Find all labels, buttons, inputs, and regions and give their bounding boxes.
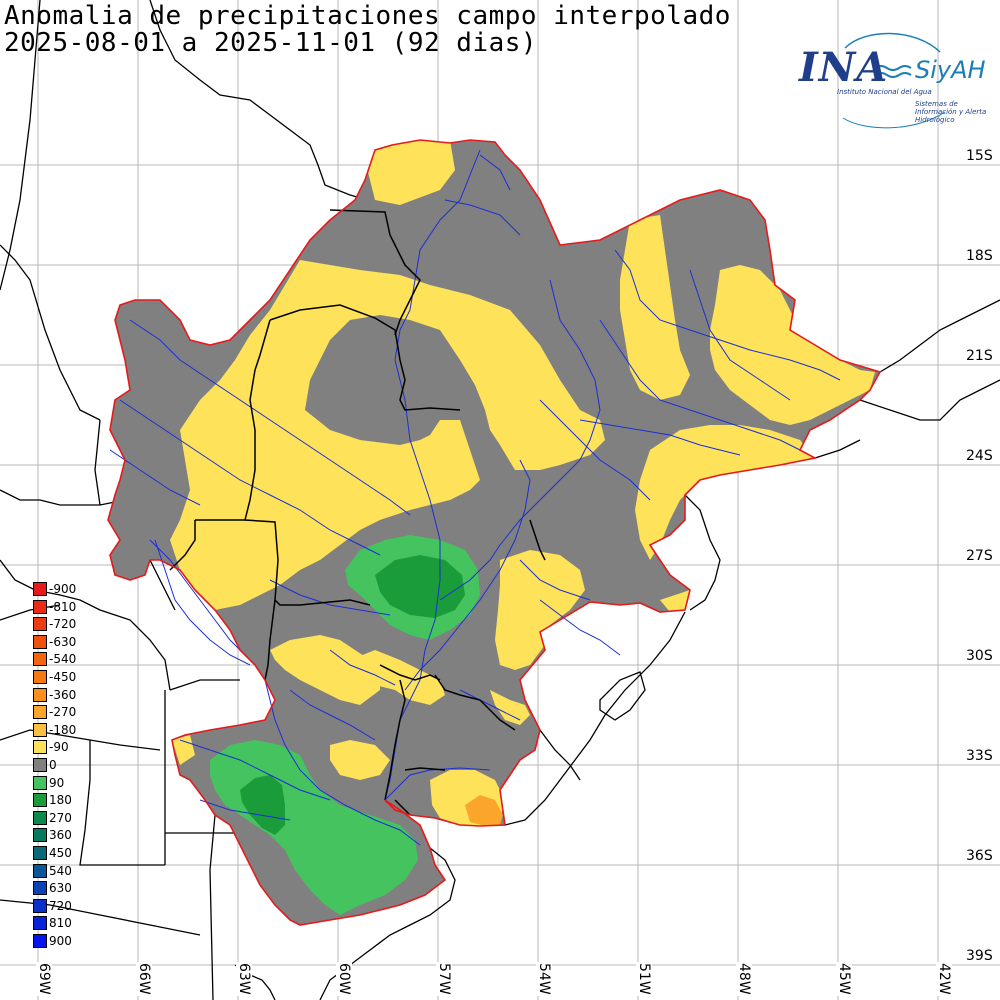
legend-label: -900 xyxy=(49,582,77,596)
lon-label: 51W xyxy=(636,962,652,996)
legend-item: -270 xyxy=(33,704,76,720)
legend-label: 90 xyxy=(49,775,65,790)
legend-label: 810 xyxy=(49,916,72,931)
legend-label: -630 xyxy=(49,634,77,649)
legend-label: 900 xyxy=(49,934,72,948)
lat-label: 30S xyxy=(965,648,994,664)
logo-institute-text: Instituto Nacional del Agua xyxy=(837,88,932,96)
legend-swatch xyxy=(33,740,47,755)
lat-label: 15S xyxy=(965,148,994,164)
logo-siyah-text: SiyAH xyxy=(915,56,986,84)
legend-label: 180 xyxy=(49,793,72,808)
lat-label: 39S xyxy=(965,948,994,964)
legend-swatch xyxy=(33,775,47,790)
ina-siyah-logo: INA SiyAH Instituto Nacional del Agua Si… xyxy=(795,30,995,130)
lon-label: 45W xyxy=(836,962,852,996)
lon-label: 63W xyxy=(236,962,252,996)
legend-swatch xyxy=(33,916,47,931)
legend-item: -630 xyxy=(33,634,76,650)
lon-label: 48W xyxy=(736,962,752,996)
lon-label: 42W xyxy=(936,962,952,996)
legend-label: -720 xyxy=(49,617,77,632)
legend-item: 720 xyxy=(33,898,72,914)
legend-swatch xyxy=(33,670,47,684)
legend-item: -180 xyxy=(33,722,76,738)
legend-swatch xyxy=(33,846,47,860)
legend-item: -720 xyxy=(33,616,76,632)
legend-item: 810 xyxy=(33,915,72,931)
legend-label: -360 xyxy=(49,687,77,702)
legend-label: 540 xyxy=(49,863,72,878)
legend-item: -540 xyxy=(33,651,76,667)
legend-label: 630 xyxy=(49,881,72,896)
legend-item: 360 xyxy=(33,827,72,843)
lat-label: 18S xyxy=(965,248,994,264)
legend-swatch xyxy=(33,582,47,596)
lon-label: 54W xyxy=(536,962,552,996)
legend-swatch xyxy=(33,810,47,825)
legend-label: 720 xyxy=(49,898,72,913)
legend-swatch xyxy=(33,599,47,614)
subbasin-boundaries xyxy=(169,209,546,816)
rivers xyxy=(109,149,841,846)
lat-label: 36S xyxy=(965,848,994,864)
legend-item: -90 xyxy=(33,739,69,755)
legend-item: 540 xyxy=(33,863,72,879)
legend-label: -270 xyxy=(49,705,77,720)
legend-item: 900 xyxy=(33,933,72,949)
legend-label: -90 xyxy=(49,740,69,755)
legend-swatch xyxy=(33,722,47,737)
lat-label: 33S xyxy=(965,748,994,764)
legend-label: 450 xyxy=(49,846,72,860)
legend-item: -900 xyxy=(33,581,76,597)
lon-label: 69W xyxy=(36,962,52,996)
legend-label: -450 xyxy=(49,670,77,684)
lon-label: 66W xyxy=(136,962,152,996)
legend-item: -810 xyxy=(33,599,76,615)
legend-label: 270 xyxy=(49,810,72,825)
lat-label: 21S xyxy=(965,348,994,364)
legend-swatch xyxy=(33,793,47,808)
legend-item: 450 xyxy=(33,845,72,861)
legend-label: 0 xyxy=(49,758,57,772)
lat-label: 27S xyxy=(965,548,994,564)
legend-item: -360 xyxy=(33,687,76,703)
legend-label: -540 xyxy=(49,652,77,667)
lat-label: 24S xyxy=(965,448,994,464)
legend-swatch xyxy=(33,634,47,649)
logo-swoosh-icon xyxy=(842,32,946,129)
legend-swatch xyxy=(33,758,47,772)
legend-swatch xyxy=(33,705,47,720)
legend-item: 270 xyxy=(33,810,72,826)
legend-swatch xyxy=(33,828,47,843)
legend-item: -450 xyxy=(33,669,76,685)
lon-label: 60W xyxy=(336,962,352,996)
legend-swatch xyxy=(33,687,47,702)
map-date-range: 2025-08-01 a 2025-11-01 (92 dias) xyxy=(4,28,538,58)
legend-swatch xyxy=(33,881,47,896)
legend-swatch xyxy=(33,652,47,667)
legend-item: 90 xyxy=(33,775,64,791)
legend-label: 360 xyxy=(49,828,72,843)
legend-swatch xyxy=(33,934,47,948)
legend-swatch xyxy=(33,898,47,913)
legend-item: 630 xyxy=(33,880,72,896)
legend-swatch xyxy=(33,617,47,632)
legend-item: 0 xyxy=(33,757,57,773)
legend-label: -810 xyxy=(49,599,77,614)
legend-swatch xyxy=(33,863,47,878)
legend-label: -180 xyxy=(49,722,77,737)
logo-ina-text: INA xyxy=(799,44,889,91)
logo-system-full-text: Sistemas de Información y Alerta Hidroló… xyxy=(915,100,987,124)
lon-label: 57W xyxy=(436,962,452,996)
map-title: Anomalia de precipitaciones campo interp… xyxy=(4,1,731,31)
legend-item: 180 xyxy=(33,792,72,808)
